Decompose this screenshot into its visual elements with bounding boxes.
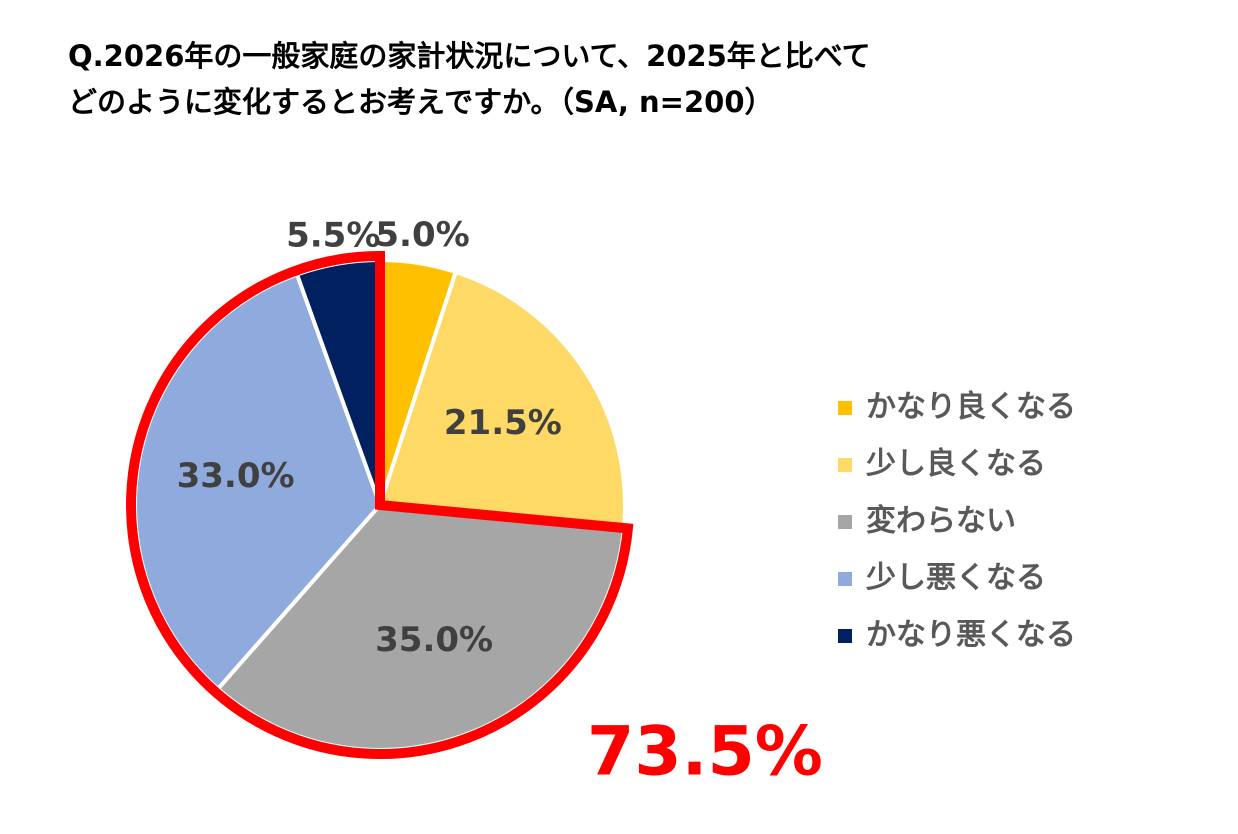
legend-label: 少し良くなる [866, 447, 1046, 482]
data-label: 5.5% [286, 216, 380, 256]
chart-title: どのように変化するとお考えですか。（SA, n=200） [68, 85, 774, 119]
highlight-outline [126, 250, 634, 759]
pie-slice [377, 269, 627, 531]
legend-swatch [838, 401, 852, 415]
legend-swatch [838, 572, 852, 586]
legend-label: 少し悪くなる [866, 561, 1046, 596]
chart-title: Q.2026年の一般家庭の家計状況について、2025年と比べて [68, 39, 871, 73]
legend-label: かなり悪くなる [866, 618, 1076, 653]
legend-swatch [838, 458, 852, 472]
legend-swatch [838, 515, 852, 529]
legend-label: 変わらない [866, 504, 1016, 539]
legend-label: かなり良くなる [866, 390, 1076, 425]
data-label: 21.5% [444, 403, 562, 443]
data-label: 5.0% [375, 215, 469, 255]
highlight-label: 73.5% [587, 713, 823, 792]
data-label: 35.0% [375, 620, 493, 660]
legend-swatch [838, 629, 852, 643]
data-label: 33.0% [177, 456, 295, 496]
